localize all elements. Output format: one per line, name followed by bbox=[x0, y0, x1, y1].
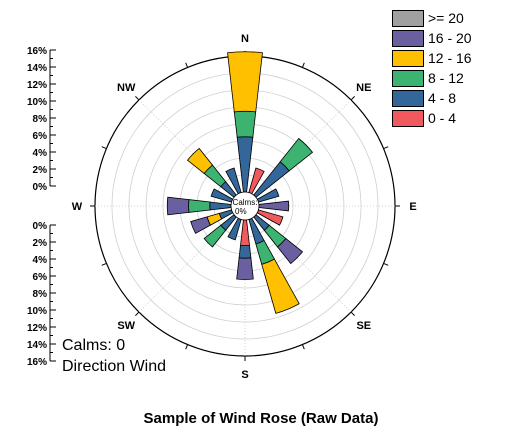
axis-tick-label: 6% bbox=[33, 272, 48, 283]
legend: >= 20 16 - 20 12 - 16 8 - 12 4 - 8 0 - 4 bbox=[392, 8, 518, 128]
legend-item: 8 - 12 bbox=[392, 68, 518, 88]
wind-bar-segment bbox=[236, 257, 254, 280]
calms-info: Calms: 0 bbox=[62, 337, 126, 354]
legend-label: 0 - 4 bbox=[428, 110, 457, 126]
compass-labels: N NE E SE S SW W NW bbox=[72, 33, 417, 381]
legend-item: >= 20 bbox=[392, 8, 518, 28]
legend-label: 4 - 8 bbox=[428, 90, 457, 106]
chart-title: Sample of Wind Rose (Raw Data) bbox=[143, 410, 379, 427]
axis-tick-label: 8% bbox=[33, 114, 48, 125]
axis-tick-label: 0% bbox=[33, 182, 48, 193]
axis-tick-label: 16% bbox=[27, 46, 47, 57]
compass-tick bbox=[101, 146, 107, 150]
compass-tick bbox=[301, 62, 305, 68]
calms-center-value: 0% bbox=[235, 207, 247, 216]
direction-info: Direction Wind bbox=[62, 358, 167, 375]
legend-label: 12 - 16 bbox=[428, 50, 472, 66]
legend-swatch bbox=[392, 9, 424, 27]
wind-bar-segment bbox=[240, 219, 250, 246]
legend-item: 12 - 16 bbox=[392, 48, 518, 68]
axis-tick-label: 2% bbox=[33, 165, 48, 176]
compass-label: SW bbox=[117, 320, 135, 332]
wind-bar-segment bbox=[276, 237, 304, 265]
axis-tick-label: 10% bbox=[27, 306, 47, 317]
radial-axis-upper: 0% 2% 4% 6% 8% 10% 12% 14% 16% bbox=[27, 46, 56, 193]
compass-tick bbox=[301, 344, 305, 350]
wind-bar-segment bbox=[203, 224, 227, 248]
wind-bar-segment bbox=[209, 201, 232, 211]
compass-label: NW bbox=[117, 82, 136, 94]
legend-item: 16 - 20 bbox=[392, 28, 518, 48]
axis-tick-label: 14% bbox=[27, 340, 47, 351]
wind-bar-segment bbox=[166, 196, 190, 216]
compass-label: E bbox=[409, 201, 416, 213]
calms-circle bbox=[230, 191, 260, 221]
calms-center: Calms: 0% bbox=[230, 191, 260, 221]
axis-tick-label: 2% bbox=[33, 238, 48, 249]
compass-label: NE bbox=[356, 82, 371, 94]
legend-swatch bbox=[392, 69, 424, 87]
legend-label: 8 - 12 bbox=[428, 70, 464, 86]
axis-tick-label: 10% bbox=[27, 97, 47, 108]
wind-bar-segment bbox=[186, 147, 214, 175]
wind-bar-segment bbox=[236, 136, 254, 193]
axis-tick-label: 0% bbox=[33, 221, 48, 232]
legend-swatch bbox=[392, 49, 424, 67]
wind-bar-segment bbox=[238, 244, 252, 259]
legend-label: 16 - 20 bbox=[428, 30, 472, 46]
axis-tick-label: 14% bbox=[27, 63, 47, 74]
compass-tick bbox=[383, 146, 389, 150]
compass-label: SE bbox=[356, 320, 371, 332]
wind-bar-segment bbox=[233, 110, 257, 138]
compass-tick bbox=[185, 344, 189, 350]
legend-swatch bbox=[392, 29, 424, 47]
compass-label: S bbox=[241, 369, 248, 381]
axis-tick-label: 6% bbox=[33, 131, 48, 142]
wind-bar-segment bbox=[258, 200, 290, 212]
wind-bar-segment bbox=[190, 216, 211, 234]
compass-label: W bbox=[72, 201, 83, 213]
compass-tick bbox=[350, 96, 355, 101]
compass-tick bbox=[135, 311, 140, 316]
axis-tick-label: 12% bbox=[27, 80, 47, 91]
compass-tick bbox=[101, 262, 107, 266]
legend-swatch bbox=[392, 89, 424, 107]
compass-tick bbox=[135, 96, 140, 101]
radial-axis-lower: 0% 2% 4% 6% 8% 10% 12% 14% 16% bbox=[27, 221, 56, 368]
wind-bar-segment bbox=[261, 258, 300, 314]
compass-tick bbox=[185, 62, 189, 68]
legend-label: >= 20 bbox=[428, 10, 464, 26]
legend-item: 4 - 8 bbox=[392, 88, 518, 108]
compass-tick bbox=[383, 262, 389, 266]
compass-label: N bbox=[241, 33, 249, 45]
calms-center-label: Calms: bbox=[233, 198, 258, 207]
axis-tick-label: 4% bbox=[33, 255, 48, 266]
legend-item: 0 - 4 bbox=[392, 108, 518, 128]
axis-tick-label: 8% bbox=[33, 289, 48, 300]
compass-tick bbox=[350, 311, 355, 316]
wind-bar-segment bbox=[279, 137, 314, 172]
axis-tick-label: 12% bbox=[27, 323, 47, 334]
axis-tick-label: 16% bbox=[27, 357, 47, 368]
wind-bar-segment bbox=[188, 199, 211, 213]
legend-swatch bbox=[392, 109, 424, 127]
axis-tick-label: 4% bbox=[33, 148, 48, 159]
wind-bar-segment bbox=[227, 51, 263, 113]
